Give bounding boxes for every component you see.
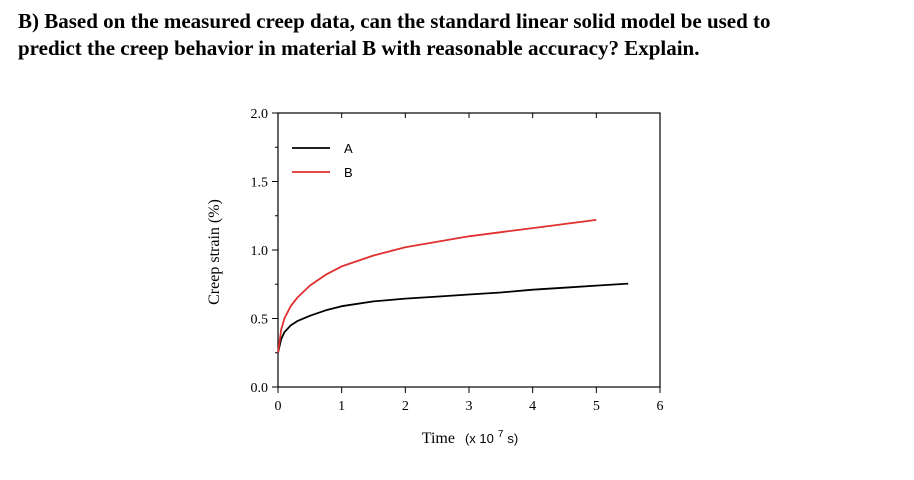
x-axis-label-unit: (x 10 [465,431,494,446]
y-axis-ticks: 0.0 0.5 1.0 1.5 2.0 [251,107,278,396]
x-axis-label-exponent: 7 [498,429,504,440]
y-tick-label: 1.5 [251,176,269,191]
x-axis-label-unit-end: s) [507,431,518,446]
series-layer [277,219,629,354]
y-tick-label: 2.0 [251,107,269,122]
y-tick-label: 1.0 [251,244,269,259]
x-tick-label: 0 [275,399,282,414]
plot-border [277,112,661,388]
series-line-b [277,219,597,353]
y-tick-label: 0.0 [251,381,269,396]
x-tick-label: 1 [338,399,345,414]
question-text: B) Based on the measured creep data, can… [18,8,898,62]
legend-label-a: A [344,141,353,156]
x-tick-label: 2 [402,399,409,414]
x-axis-label: Time (x 10 7 s) [422,424,519,447]
x-tick-label: 3 [466,399,473,414]
x-axis-ticks: 0 1 2 3 4 5 6 [275,113,664,414]
x-axis-label-main: Time [422,430,455,447]
y-tick-label: 0.5 [251,313,269,328]
x-tick-label: 4 [529,399,536,414]
y-axis-label: Creep strain (%) [206,199,223,305]
question-line-2: predict the creep behavior in material B… [18,36,700,60]
x-tick-label: 6 [657,399,664,414]
question-line-1: B) Based on the measured creep data, can… [18,9,771,33]
series-line-a [277,282,629,354]
legend: AB [292,141,353,180]
x-tick-label: 5 [593,399,600,414]
legend-label-b: B [344,165,353,180]
plot-frame [277,112,661,388]
